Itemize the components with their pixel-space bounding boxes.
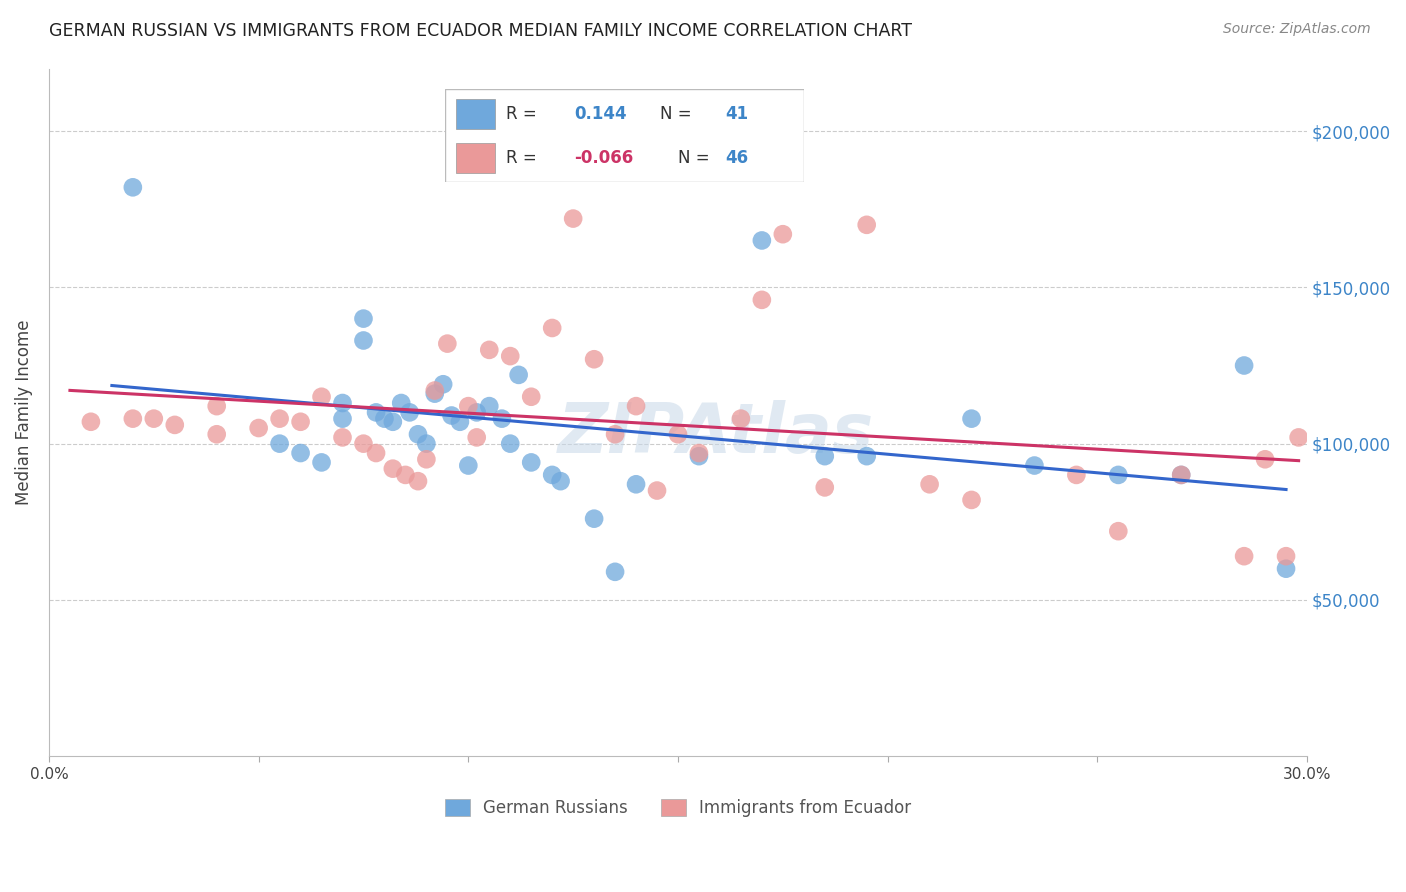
Point [562, 211, 585, 226]
Point [423, 384, 446, 398]
Point [508, 368, 530, 382]
Point [406, 427, 429, 442]
Point [394, 467, 416, 482]
Point [645, 483, 668, 498]
Point [465, 430, 488, 444]
Point [499, 349, 522, 363]
Point [398, 405, 420, 419]
Text: GERMAN RUSSIAN VS IMMIGRANTS FROM ECUADOR MEDIAN FAMILY INCOME CORRELATION CHART: GERMAN RUSSIAN VS IMMIGRANTS FROM ECUADO… [49, 22, 912, 40]
Point [373, 411, 395, 425]
Point [269, 411, 291, 425]
Point [457, 399, 479, 413]
Point [311, 390, 333, 404]
Point [457, 458, 479, 473]
Point [1275, 549, 1298, 564]
Point [381, 461, 404, 475]
Point [121, 411, 143, 425]
Point [205, 399, 228, 413]
Point [247, 421, 270, 435]
Point [353, 311, 375, 326]
Point [121, 180, 143, 194]
Point [415, 452, 437, 467]
Point [814, 480, 837, 494]
Point [666, 427, 689, 442]
Point [1233, 359, 1256, 373]
Point [269, 436, 291, 450]
Point [465, 405, 488, 419]
Point [290, 446, 312, 460]
Point [499, 436, 522, 450]
Point [1066, 467, 1088, 482]
Point [603, 427, 626, 442]
Point [1170, 467, 1192, 482]
Point [624, 477, 647, 491]
Point [1107, 524, 1129, 538]
Point [205, 427, 228, 442]
Point [1233, 549, 1256, 564]
Point [603, 565, 626, 579]
Point [541, 467, 564, 482]
Point [520, 390, 543, 404]
Point [1107, 467, 1129, 482]
Point [163, 417, 186, 432]
Point [432, 377, 454, 392]
Point [311, 455, 333, 469]
Text: Source: ZipAtlas.com: Source: ZipAtlas.com [1223, 22, 1371, 37]
Point [814, 449, 837, 463]
Point [1288, 430, 1310, 444]
Point [353, 334, 375, 348]
Point [541, 321, 564, 335]
Y-axis label: Median Family Income: Median Family Income [15, 319, 32, 505]
Point [688, 449, 710, 463]
Point [406, 474, 429, 488]
Point [520, 455, 543, 469]
Point [478, 343, 501, 357]
Point [624, 399, 647, 413]
Point [855, 218, 877, 232]
Point [381, 415, 404, 429]
Point [80, 415, 103, 429]
Point [440, 409, 463, 423]
Point [730, 411, 752, 425]
Point [960, 411, 983, 425]
Legend: German Russians, Immigrants from Ecuador: German Russians, Immigrants from Ecuador [437, 792, 918, 823]
Point [290, 415, 312, 429]
Point [332, 396, 354, 410]
Point [332, 430, 354, 444]
Point [478, 399, 501, 413]
Point [142, 411, 165, 425]
Point [751, 234, 773, 248]
Point [855, 449, 877, 463]
Point [353, 436, 375, 450]
Point [364, 446, 387, 460]
Point [751, 293, 773, 307]
Point [688, 446, 710, 460]
Point [423, 386, 446, 401]
Point [550, 474, 572, 488]
Point [1275, 562, 1298, 576]
Point [918, 477, 941, 491]
Point [449, 415, 471, 429]
Point [960, 492, 983, 507]
Point [389, 396, 412, 410]
Point [415, 436, 437, 450]
Point [583, 511, 606, 525]
Point [491, 411, 513, 425]
Point [1170, 467, 1192, 482]
Point [583, 352, 606, 367]
Point [1024, 458, 1046, 473]
Text: ZIPAtlas: ZIPAtlas [558, 400, 875, 467]
Point [332, 411, 354, 425]
Point [364, 405, 387, 419]
Point [436, 336, 458, 351]
Point [1254, 452, 1277, 467]
Point [772, 227, 794, 242]
